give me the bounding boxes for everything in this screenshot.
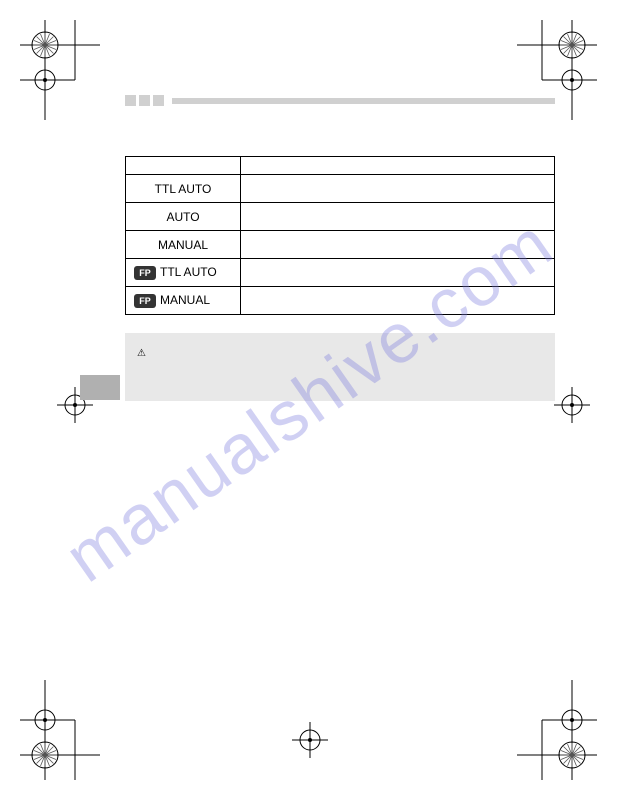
header-line (172, 98, 555, 104)
note-box: ⚠ (125, 333, 555, 401)
table-row: FPMANUAL (126, 287, 555, 315)
mode-desc (241, 259, 555, 287)
crop-mark-top-left (20, 20, 120, 130)
header-squares-icon (125, 95, 164, 106)
mode-desc (241, 203, 555, 231)
mode-label: MANUAL (126, 231, 241, 259)
mode-label: FPTTL AUTO (126, 259, 241, 287)
mode-desc (241, 287, 555, 315)
table-row: MANUAL (126, 231, 555, 259)
mode-label: FPMANUAL (126, 287, 241, 315)
section-header (125, 95, 555, 106)
crop-mark-bottom-left (20, 670, 120, 780)
fp-badge-icon: FP (134, 294, 156, 308)
content-area: TTL AUTO AUTO MANUAL FPTTL AUTO FPMANUAL… (125, 95, 555, 411)
mode-label: AUTO (126, 203, 241, 231)
crop-mark-mid-right (552, 385, 592, 425)
table-row: FPTTL AUTO (126, 259, 555, 287)
mode-desc (241, 231, 555, 259)
warning-icon: ⚠ (137, 348, 146, 359)
fp-badge-icon: FP (134, 266, 156, 280)
mode-table: TTL AUTO AUTO MANUAL FPTTL AUTO FPMANUAL (125, 156, 555, 315)
mode-desc (241, 175, 555, 203)
crop-mark-bottom-right (497, 670, 597, 780)
mode-label: TTL AUTO (126, 175, 241, 203)
table-row: TTL AUTO (126, 175, 555, 203)
crop-mark-bottom-center (290, 720, 330, 760)
table-header-row (126, 157, 555, 175)
table-row: AUTO (126, 203, 555, 231)
page-tab (80, 375, 120, 400)
